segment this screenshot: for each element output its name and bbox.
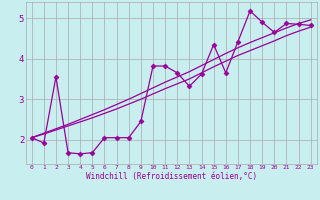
X-axis label: Windchill (Refroidissement éolien,°C): Windchill (Refroidissement éolien,°C) (86, 172, 257, 181)
